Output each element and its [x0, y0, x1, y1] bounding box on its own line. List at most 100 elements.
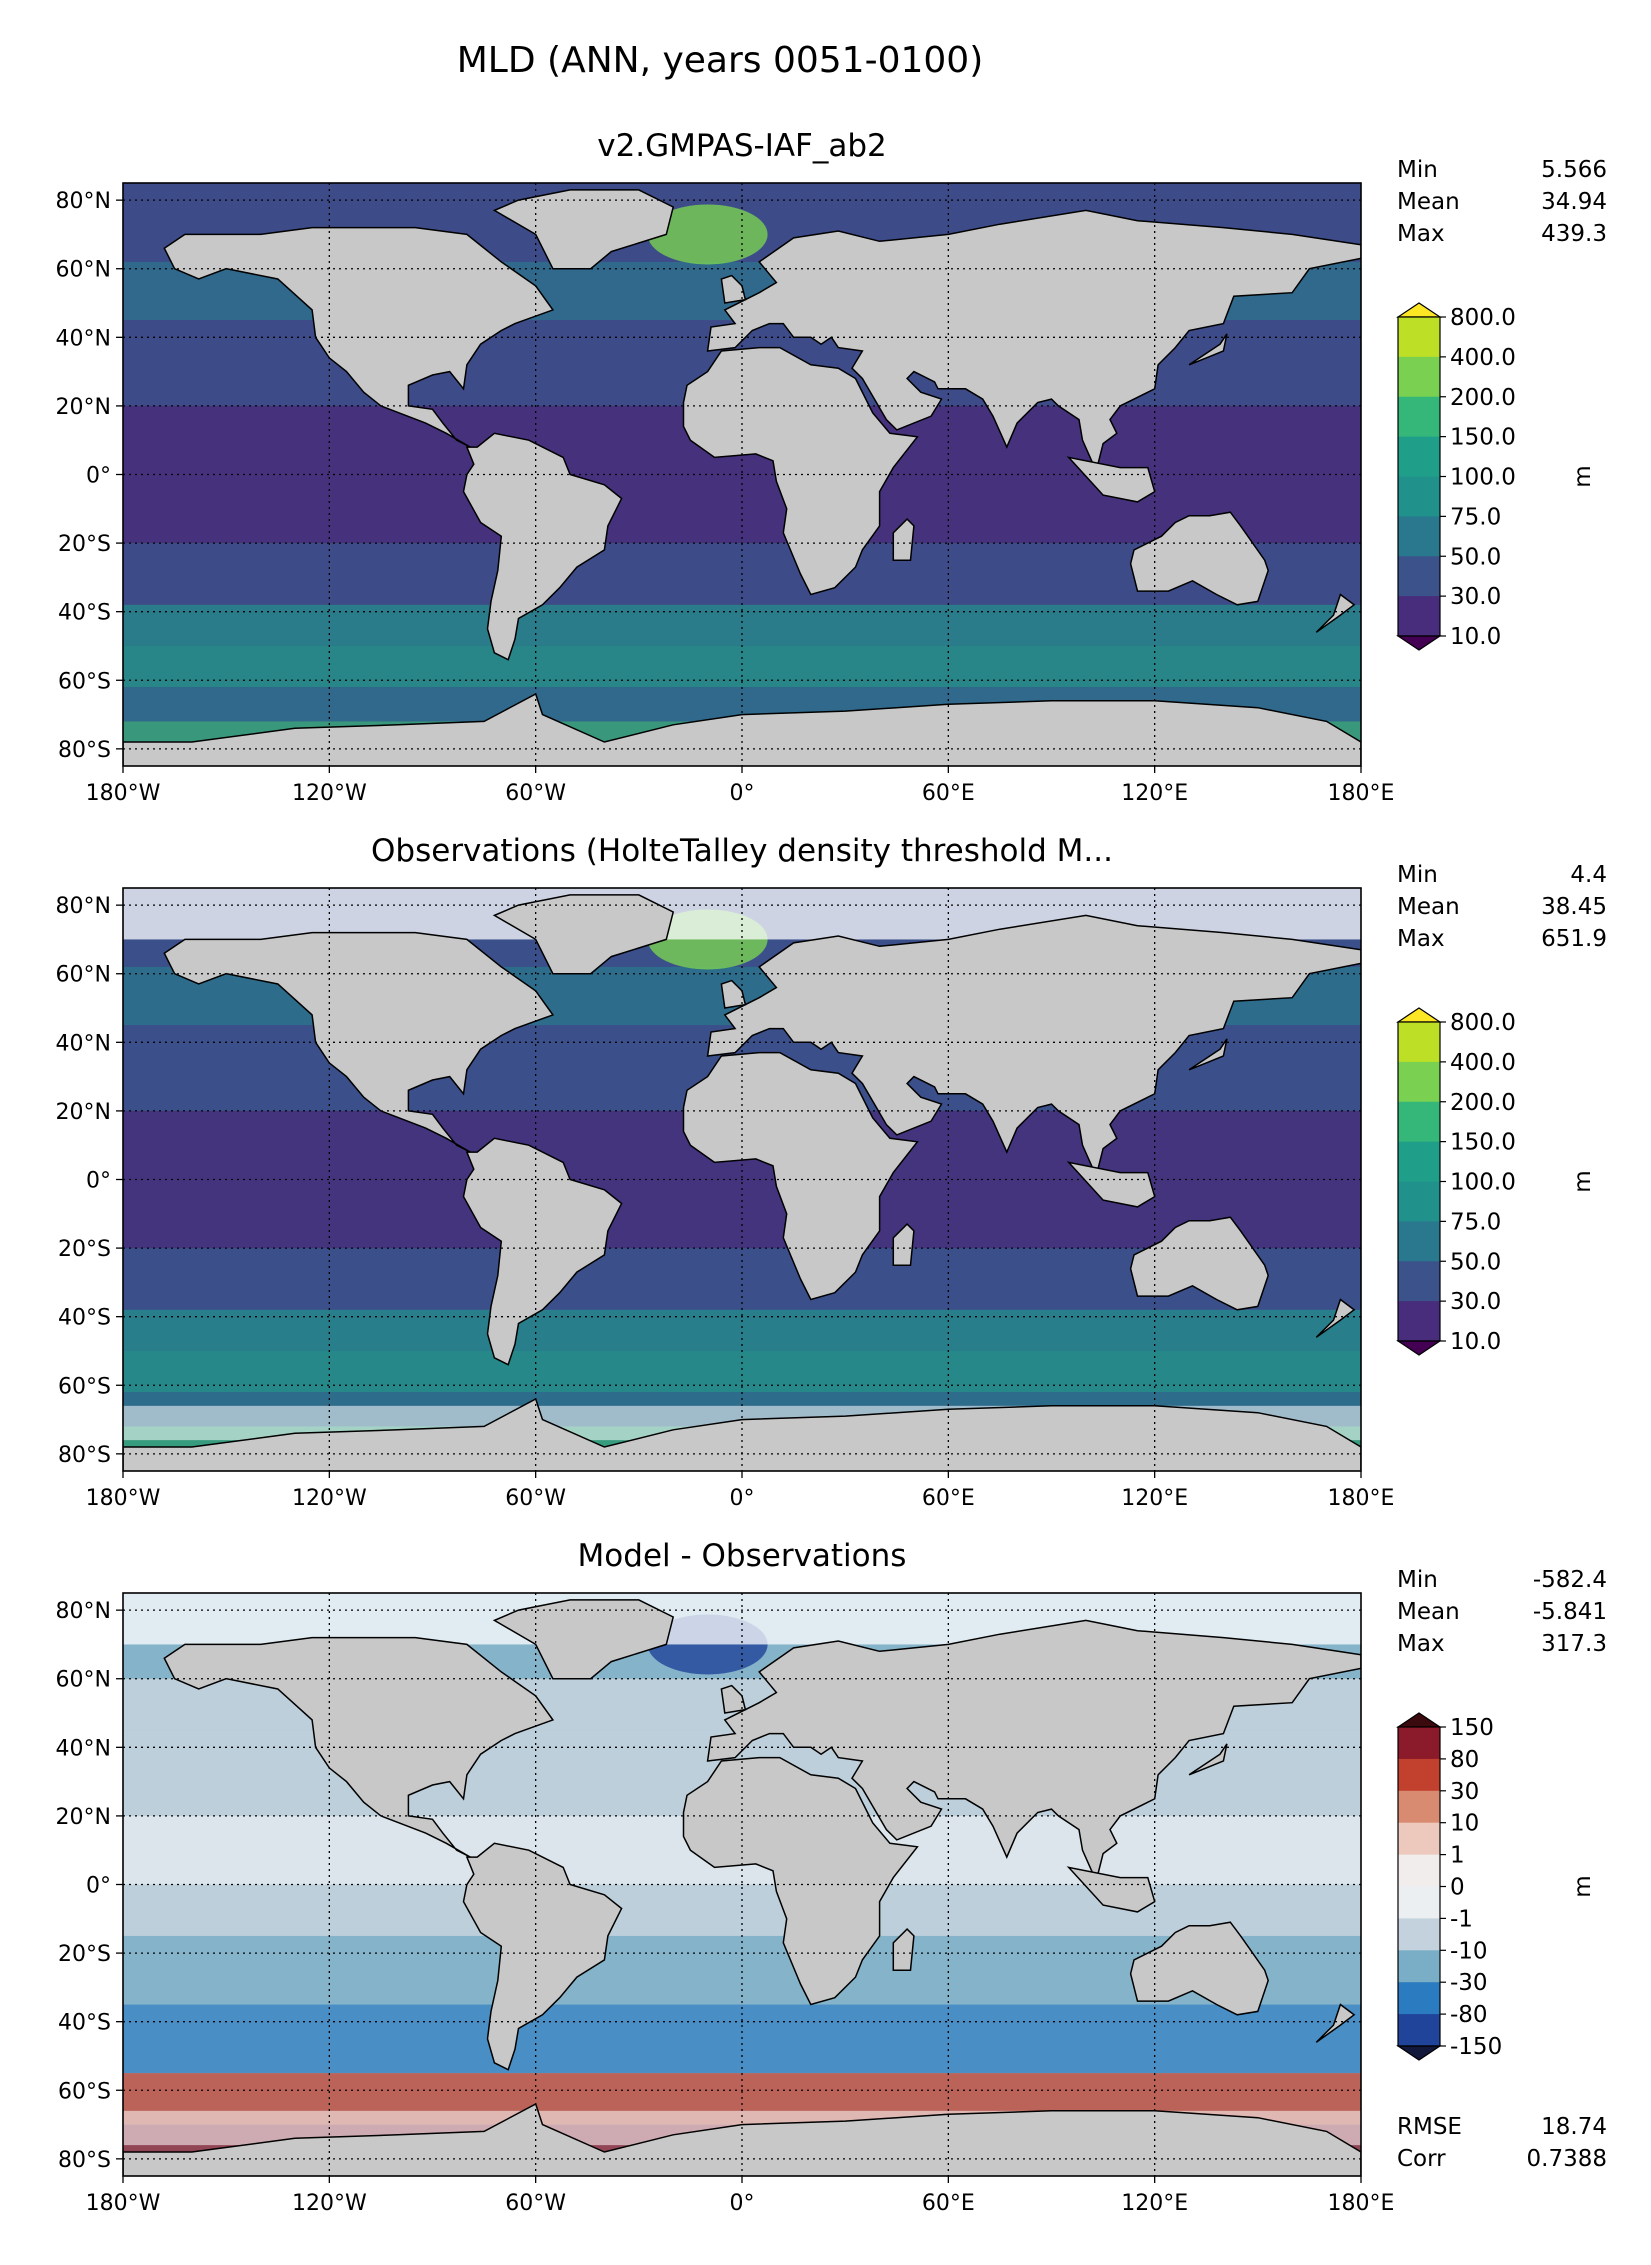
colorbar-tick-label: -80 [1450, 2002, 1488, 2028]
colorbar-tick-label: 30 [1450, 1779, 1479, 1805]
map-area [123, 1593, 1361, 2176]
stat-value: 34.94 [1541, 189, 1607, 215]
land-africa [682, 346, 919, 596]
colorbar-tick-label: 0 [1450, 1875, 1465, 1901]
lon-tick-label: 0° [730, 1486, 755, 1511]
lat-tick-label: 0° [86, 464, 111, 489]
land-australia [1129, 1921, 1269, 2016]
lon-tick-label: 60°W [505, 781, 566, 806]
land-indonesia [1066, 1866, 1156, 1913]
lat-tick-label: 80°S [58, 738, 111, 763]
colorbar-unit-label: m [1570, 1170, 1596, 1192]
stat-label: Min [1397, 1567, 1438, 1593]
lon-tick-label: 0° [730, 2191, 755, 2216]
colorbar-segment [1398, 356, 1440, 398]
lat-tick-label: 80°N [56, 189, 111, 214]
land-samerica [462, 432, 623, 661]
latitude-band [123, 1884, 1361, 1936]
lon-tick-label: 60°E [922, 781, 975, 806]
panel-title: Model - Observations [578, 1538, 907, 1574]
colorbar-segment [1398, 596, 1440, 637]
colorbar-tick-label: 200.0 [1450, 1090, 1516, 1116]
colorbar-tick-label: 1 [1450, 1843, 1465, 1869]
lon-tick-label: 180°W [86, 1486, 161, 1511]
colorbar-extension-bottom [1396, 635, 1442, 651]
lon-tick-label: 180°W [86, 781, 161, 806]
colorbar-tick-label: 50.0 [1450, 1249, 1501, 1275]
lon-tick-label: 180°E [1328, 2191, 1395, 2216]
colorbar-tick-label: 10 [1450, 1811, 1479, 1837]
land-greenland [492, 189, 675, 270]
lon-tick-label: 60°E [922, 2191, 975, 2216]
colorbar-segment [1398, 1758, 1440, 1792]
lat-tick-label: 80°N [56, 1599, 111, 1624]
colorbar-segment [1398, 1886, 1440, 1919]
lon-tick-label: 0° [730, 781, 755, 806]
stat-value: 439.3 [1541, 221, 1607, 247]
colorbar-tick-label: 30.0 [1450, 584, 1501, 610]
land-eurasia [706, 209, 1361, 474]
land-japan [1188, 1038, 1228, 1071]
land-africa [682, 1756, 919, 2006]
colorbar-unit-label: m [1570, 465, 1596, 487]
colorbar-segment [1398, 556, 1440, 597]
stat-value: -5.841 [1533, 1599, 1607, 1625]
colorbar-segment [1398, 1790, 1440, 1824]
land-australia [1129, 1216, 1269, 1311]
colorbar-extension-top [1396, 1712, 1442, 1728]
land-uk [720, 979, 747, 1009]
colorbar-segment [1398, 1918, 1440, 1951]
colorbar-segment [1398, 516, 1440, 557]
land-australia [1129, 511, 1269, 606]
stat-label: Mean [1397, 189, 1460, 215]
land-nz [1315, 2003, 1356, 2043]
lon-tick-label: 180°E [1328, 1486, 1395, 1511]
colorbar-segment [1398, 1022, 1440, 1063]
land-eurasia [706, 1619, 1361, 1884]
stat-label: Min [1397, 157, 1438, 183]
stat-label: RMSE [1397, 2114, 1462, 2140]
land-japan [1188, 333, 1228, 366]
land-nz [1315, 593, 1356, 633]
land-indonesia [1066, 456, 1156, 503]
colorbar-segment [1398, 476, 1440, 517]
lat-tick-label: 20°S [58, 1237, 111, 1262]
colorbar-tick-label: 150.0 [1450, 425, 1516, 451]
stat-value: -582.4 [1533, 1567, 1607, 1593]
deep-mixing-region [647, 204, 768, 265]
colorbar: 800.0 400.0 200.0 150.0 100.0 75.0 50.0 30.0 10.… [1396, 302, 1596, 651]
colorbar-segment [1398, 1221, 1440, 1262]
colorbar-tick-label: 30.0 [1450, 1289, 1501, 1315]
colorbar-tick-label: 75.0 [1450, 1209, 1501, 1235]
stat-value: 18.74 [1541, 2114, 1607, 2140]
lat-tick-label: 40°N [56, 326, 111, 351]
colorbar-tick-label: 400.0 [1450, 1050, 1516, 1076]
lon-tick-label: 120°E [1121, 781, 1188, 806]
land-greenland [492, 894, 675, 975]
stat-label: Mean [1397, 894, 1460, 920]
colorbar-tick-label: 800.0 [1450, 305, 1516, 331]
land-madagascar [892, 518, 915, 561]
lon-tick-label: 120°W [292, 781, 367, 806]
land-madagascar [892, 1928, 915, 1971]
lat-tick-label: 40°S [58, 1306, 111, 1331]
colorbar-tick-label: -30 [1450, 1970, 1488, 1996]
colorbar-tick-label: 150.0 [1450, 1130, 1516, 1156]
lon-tick-label: 60°W [505, 2191, 566, 2216]
colorbar-segment [1398, 1950, 1440, 1983]
stat-label: Min [1397, 862, 1438, 888]
lon-tick-label: 120°W [292, 2191, 367, 2216]
land-japan [1188, 1743, 1228, 1776]
colorbar-extension-bottom [1396, 1340, 1442, 1356]
stat-value: 317.3 [1541, 1631, 1607, 1657]
land-indonesia [1066, 1161, 1156, 1208]
map-area [123, 888, 1361, 1471]
colorbar-segment [1398, 317, 1440, 358]
colorbar-segment [1398, 1061, 1440, 1103]
colorbar-tick-label: 10.0 [1450, 1329, 1501, 1355]
lat-tick-label: 40°S [58, 601, 111, 626]
lat-tick-label: 20°N [56, 1100, 111, 1125]
colorbar-segment [1398, 1261, 1440, 1302]
